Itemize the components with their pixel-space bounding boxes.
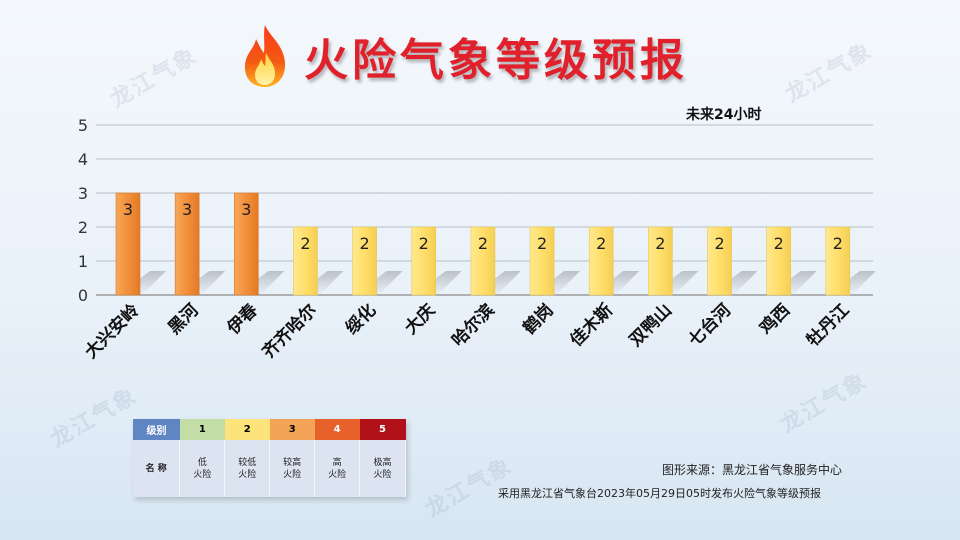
- x-tick-label: 牡丹江: [802, 300, 853, 351]
- forecast-note: 采用黑龙江省气象台2023年05月29日05时发布火险气象等级预报: [498, 487, 821, 500]
- bar: [529, 226, 555, 296]
- bar: [174, 192, 200, 296]
- bar: [470, 226, 496, 296]
- x-tick-label: 双鸭山: [625, 300, 676, 351]
- x-tick-label: 大庆: [400, 300, 439, 339]
- y-tick-label: 2: [78, 218, 88, 237]
- chart-title: 火险气象等级预报: [304, 35, 688, 86]
- bar-value-label: 2: [478, 234, 488, 253]
- level-legend: 级别 1 2 3 4 5 名 称 低火险 较低 火险 较高 火险 高火险 极高 火险: [133, 419, 406, 497]
- bar-value-label: 2: [300, 234, 310, 253]
- y-tick-label: 5: [78, 116, 88, 135]
- x-tick-label: 大兴安岭: [81, 300, 144, 363]
- bar-value-label: 2: [419, 234, 429, 253]
- x-tick-label: 绥化: [341, 300, 380, 339]
- bar-value-label: 2: [833, 234, 843, 253]
- source-credit: 图形来源：黑龙江省气象服务中心: [661, 463, 842, 477]
- bar-value-label: 2: [537, 234, 547, 253]
- bar: [588, 226, 614, 296]
- legend-level-3: 3: [269, 419, 315, 440]
- bar: [115, 192, 141, 296]
- bar-chart: 0 1 2 3 4 5 3 大兴安岭 3 黑河 3 伊春 2 齐齐哈尔 2 绥化 2 大庆 2 哈尔滨 2 鹤岗 2 佳木斯 2…: [78, 116, 876, 363]
- x-tick-label: 七台河: [684, 300, 735, 351]
- flame-icon: [244, 25, 286, 87]
- y-tick-label: 1: [78, 252, 88, 271]
- bar: [707, 226, 732, 296]
- header: 火险气象等级预报: [240, 22, 688, 90]
- bar: [293, 226, 318, 296]
- legend-name-2: 较低 火险: [224, 440, 271, 497]
- y-tick-label: 4: [78, 150, 88, 169]
- bar-value-label: 3: [123, 200, 133, 219]
- x-tick-label: 佳木斯: [566, 300, 617, 351]
- bar-value-label: 2: [655, 234, 665, 253]
- legend-name-5: 极高 火险: [359, 440, 406, 497]
- bar-value-label: 3: [182, 200, 192, 219]
- legend-name-3: 较高 火险: [269, 440, 316, 497]
- bar-value-label: 2: [360, 234, 370, 253]
- legend-level-5: 5: [359, 419, 406, 440]
- legend-level-4: 4: [314, 419, 360, 440]
- y-tick-label: 3: [78, 184, 88, 203]
- bar: [766, 226, 791, 296]
- bar: [825, 226, 851, 296]
- legend-header-label: 级别: [133, 419, 180, 440]
- legend-level-2: 2: [224, 419, 270, 440]
- bar-value-label: 2: [714, 234, 724, 253]
- x-tick-label: 齐齐哈尔: [258, 300, 321, 363]
- chart-subtitle: 未来24小时: [686, 107, 762, 123]
- bar-value-label: 2: [774, 234, 784, 253]
- bar: [352, 226, 377, 296]
- legend-name-label: 名 称: [133, 440, 181, 497]
- bar: [411, 226, 437, 296]
- legend-level-1: 1: [179, 419, 225, 440]
- x-tick-label: 哈尔滨: [448, 300, 499, 351]
- y-tick-label: 0: [78, 286, 88, 305]
- bar: [648, 226, 673, 296]
- bar-value-label: 3: [241, 200, 251, 219]
- x-tick-label: 鸡西: [755, 300, 795, 340]
- x-tick-label: 伊春: [222, 300, 262, 340]
- bar-value-label: 2: [596, 234, 606, 253]
- bar: [234, 192, 259, 296]
- x-tick-label: 黑河: [165, 300, 203, 338]
- x-tick-label: 鹤岗: [519, 300, 558, 339]
- legend-name-4: 高火险: [314, 440, 361, 497]
- legend-name-1: 低火险: [179, 440, 226, 497]
